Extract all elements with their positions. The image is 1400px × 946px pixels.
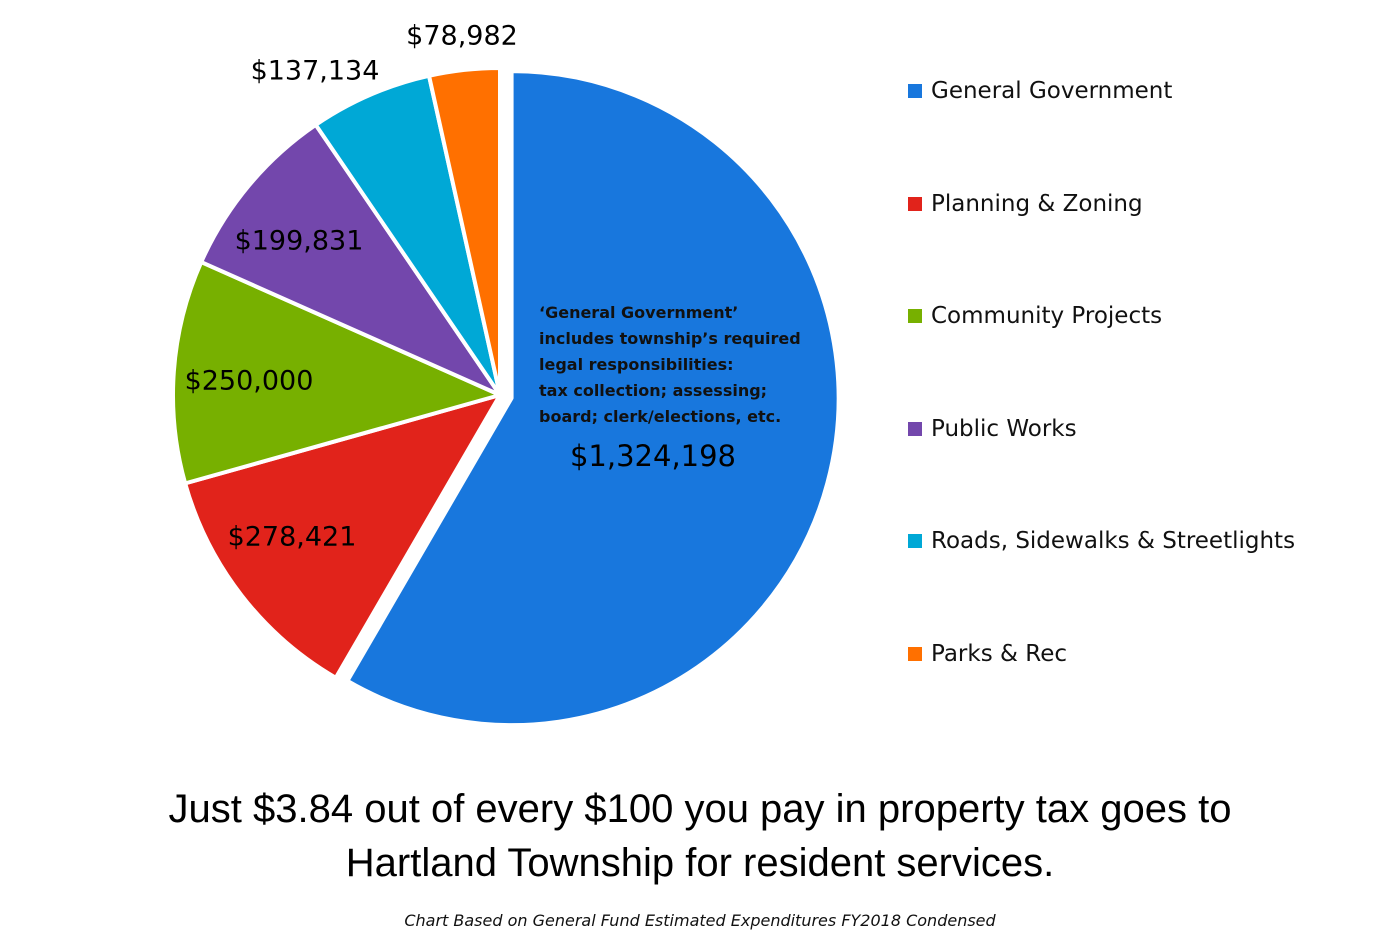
legend-swatch bbox=[908, 84, 922, 98]
pie-slice-general-government bbox=[345, 69, 841, 728]
legend-label: Parks & Rec bbox=[931, 641, 1067, 667]
annotation-line: tax collection; assessing; bbox=[539, 381, 767, 400]
legend-label: Planning & Zoning bbox=[931, 190, 1143, 217]
legend-swatch bbox=[908, 196, 922, 211]
annotation-line: board; clerk/elections, etc. bbox=[539, 407, 781, 426]
legend-item-general-government: General Government bbox=[908, 78, 1172, 104]
annotation-line: ‘General Government’ bbox=[539, 303, 738, 322]
legend-item-public-works: Public Works bbox=[908, 416, 1077, 442]
legend-item-roads-sidewalks-streetlights: Roads, Sidewalks & Streetlights bbox=[908, 528, 1295, 554]
headline-line-2: Hartland Township for resident services. bbox=[345, 841, 1055, 885]
slice-value-label-community-projects: $250,000 bbox=[185, 366, 314, 397]
legend-swatch bbox=[908, 647, 922, 661]
pie-slice-planning-zoning bbox=[183, 393, 502, 680]
slice-value-label-roads-sidewalks-streetlights: $137,134 bbox=[251, 56, 380, 87]
pie-slice-public-works bbox=[199, 122, 502, 397]
annotation-line: includes township’s required bbox=[539, 329, 801, 348]
pie-slice-parks-rec bbox=[427, 66, 502, 397]
legend-item-parks-rec: Parks & Rec bbox=[908, 641, 1067, 667]
legend-label: Public Works bbox=[931, 415, 1077, 442]
legend-label: Community Projects bbox=[931, 303, 1163, 330]
pie-slice-community-projects bbox=[171, 260, 502, 486]
legend-swatch bbox=[908, 309, 922, 324]
legend-item-planning-zoning: Planning & Zoning bbox=[908, 191, 1143, 217]
slice-value-label-parks-rec: $78,982 bbox=[406, 21, 518, 52]
slice-value-label-public-works: $199,831 bbox=[235, 226, 364, 257]
general-government-annotation: ‘General Government’ includes township’s… bbox=[539, 303, 801, 426]
chart-footnote: Chart Based on General Fund Estimated Ex… bbox=[404, 911, 996, 930]
legend-swatch bbox=[908, 421, 922, 436]
legend-swatch bbox=[908, 534, 922, 549]
headline: Just $3.84 out of every $100 you pay in … bbox=[0, 782, 1400, 890]
annotation-line: legal responsibilities: bbox=[539, 355, 734, 374]
pie-slice-roads-sidewalks-streetlights bbox=[313, 73, 502, 397]
pie-chart: $1,324,198 $278,421 $250,000 $199,831 $137,1… bbox=[171, 21, 841, 728]
slice-value-label-general-government: $1,324,198 bbox=[570, 439, 736, 473]
slice-value-label-planning-zoning: $278,421 bbox=[228, 522, 357, 553]
headline-line-1: Just $3.84 out of every $100 you pay in … bbox=[168, 787, 1232, 831]
legend-item-community-projects: Community Projects bbox=[908, 303, 1162, 329]
legend-label: Roads, Sidewalks & Streetlights bbox=[931, 528, 1296, 555]
legend-label: General Government bbox=[931, 78, 1173, 104]
